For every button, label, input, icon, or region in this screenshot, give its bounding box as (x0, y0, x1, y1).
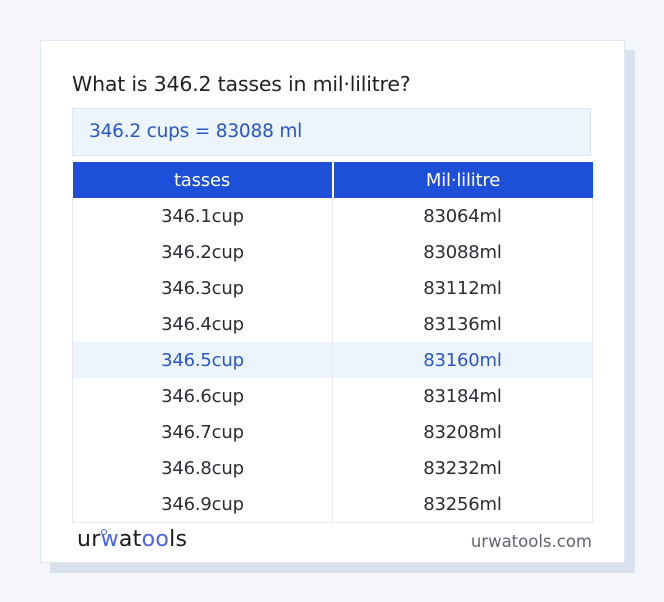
conversion-card: What is 346.2 tasses in mil·lilitre? 346… (40, 40, 625, 563)
table-row: 346.7cup 83208ml (72, 414, 593, 450)
table-row: 346.4cup 83136ml (72, 306, 593, 342)
cell-cups: 346.6cup (72, 378, 333, 414)
cell-cups: 346.1cup (72, 198, 333, 234)
cell-ml: 83184ml (332, 378, 593, 414)
table-row: 346.3cup 83112ml (72, 270, 593, 306)
cell-ml: 83112ml (332, 270, 593, 306)
table-header-row: tasses Mil·lilitre (72, 162, 593, 198)
cell-ml: 83088ml (332, 234, 593, 270)
table-row: 346.2cup 83088ml (72, 234, 593, 270)
table-row-highlighted: 346.5cup 83160ml (72, 342, 593, 378)
cell-cups: 346.9cup (72, 486, 333, 523)
cell-cups: 346.2cup (72, 234, 333, 270)
cell-ml: 83160ml (332, 342, 593, 378)
table-row: 346.8cup 83232ml (72, 450, 593, 486)
cell-cups: 346.5cup (72, 342, 333, 378)
column-header-tasses: tasses (72, 162, 333, 198)
table-row: 346.1cup 83064ml (72, 198, 593, 234)
cell-ml: 83232ml (332, 450, 593, 486)
column-header-millilitre: Mil·lilitre (331, 162, 593, 198)
cell-ml: 83136ml (332, 306, 593, 342)
site-link[interactable]: urwatools.com (470, 532, 592, 551)
conversion-table: tasses Mil·lilitre 346.1cup 83064ml 346.… (72, 162, 593, 523)
cell-cups: 346.7cup (72, 414, 333, 450)
cell-ml: 83256ml (332, 486, 593, 523)
cell-ml: 83064ml (332, 198, 593, 234)
page-title: What is 346.2 tasses in mil·lilitre? (72, 72, 411, 96)
urwatools-logo[interactable]: urwatools (77, 527, 188, 552)
cell-cups: 346.8cup (72, 450, 333, 486)
result-box: 346.2 cups = 83088 ml (72, 108, 591, 156)
result-text: 346.2 cups = 83088 ml (89, 121, 303, 142)
cell-cups: 346.3cup (72, 270, 333, 306)
table-row: 346.6cup 83184ml (72, 378, 593, 414)
cell-ml: 83208ml (332, 414, 593, 450)
table-row: 346.9cup 83256ml (72, 486, 593, 523)
cell-cups: 346.4cup (72, 306, 333, 342)
